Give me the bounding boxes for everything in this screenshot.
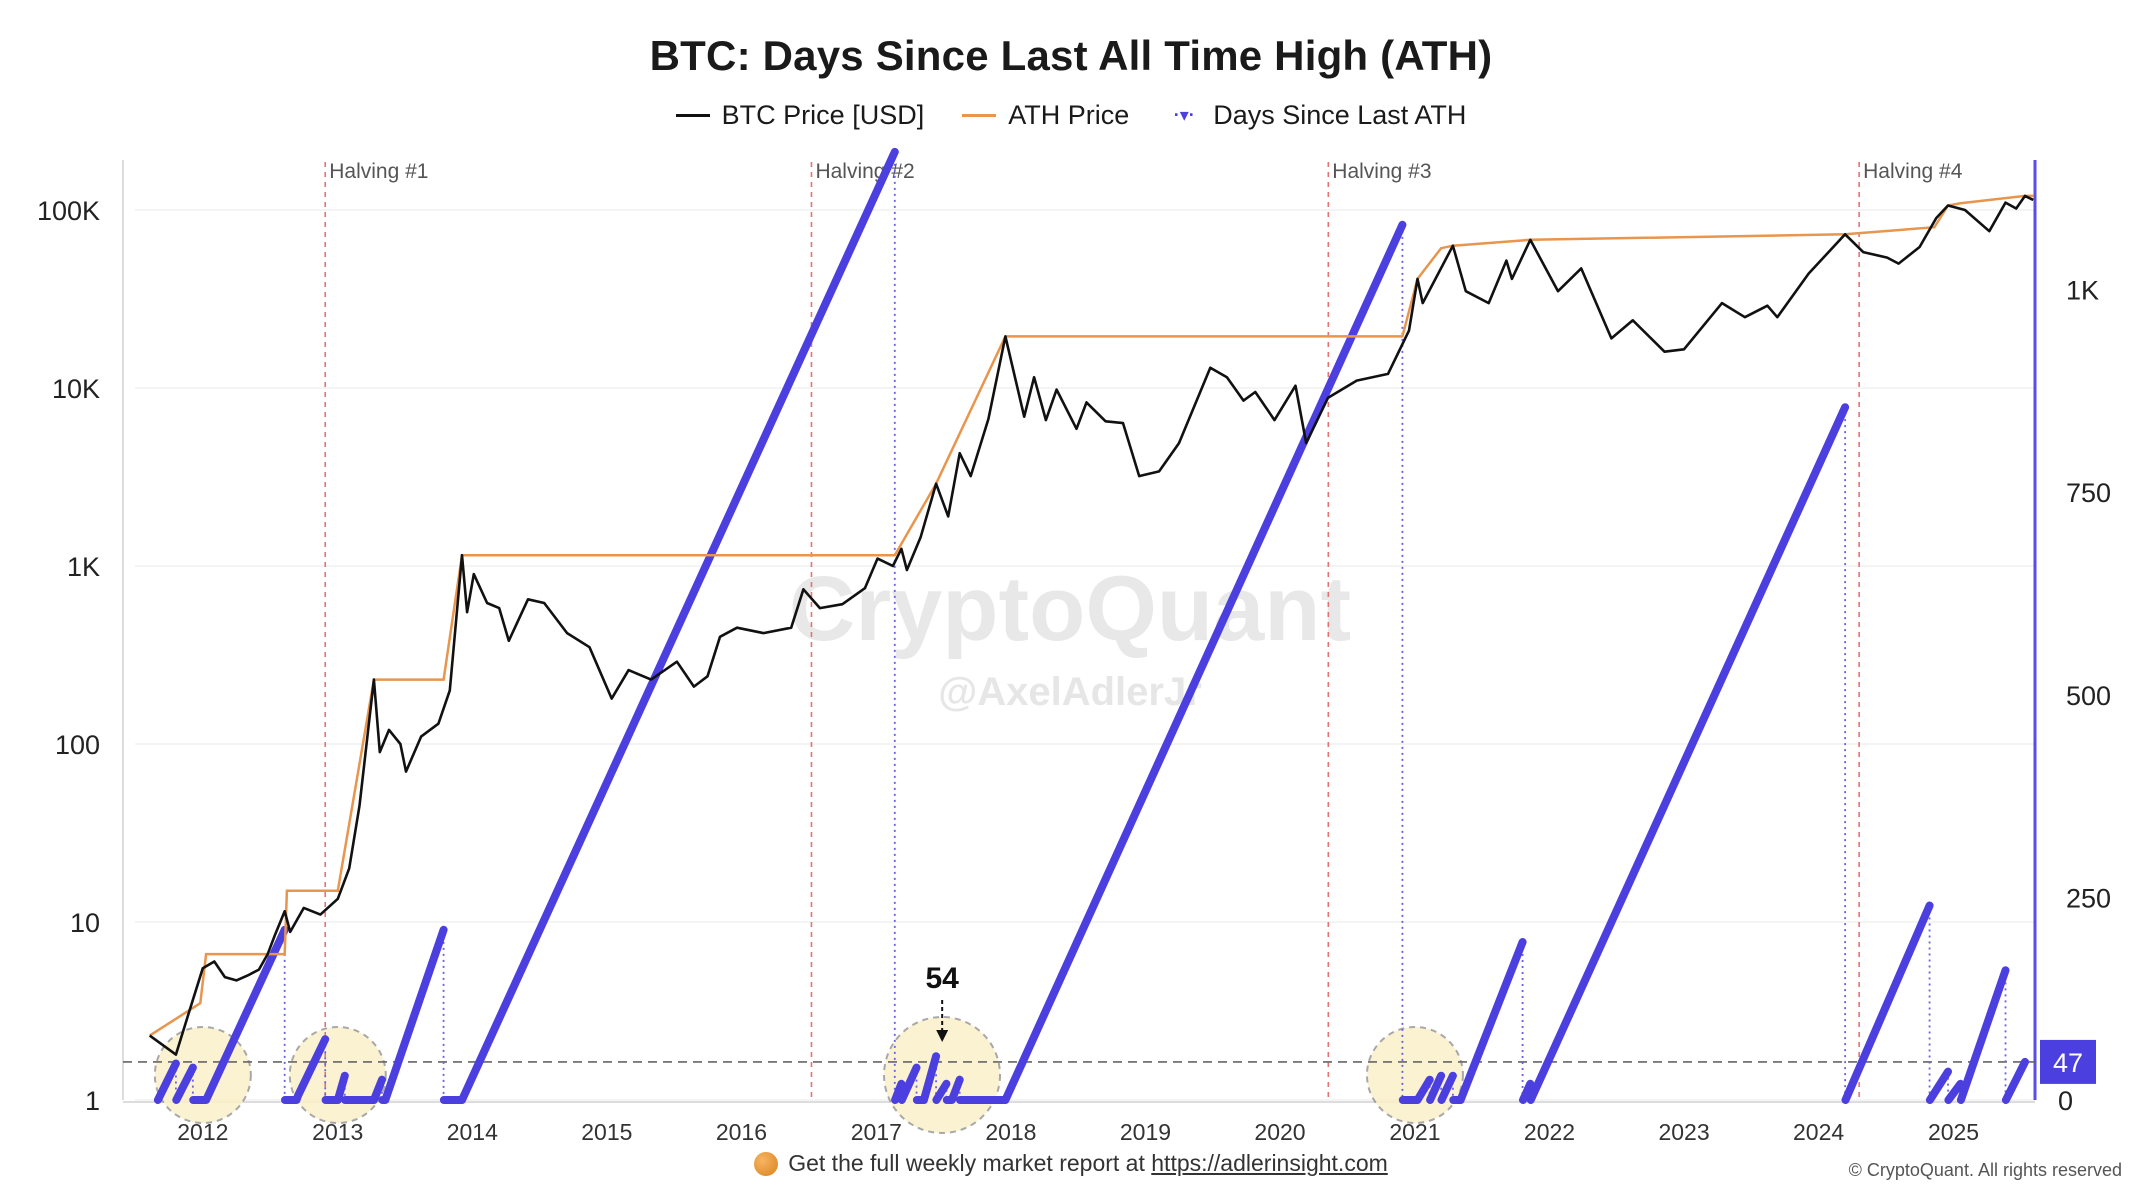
x-tick-label-2016: 2016 [716, 1119, 767, 1145]
x-tick-label-2012: 2012 [177, 1119, 228, 1145]
series-line-days-since-ath [153, 147, 2029, 1104]
x-tick-label-2015: 2015 [581, 1119, 632, 1145]
annotation-arrow-head-0 [936, 1030, 949, 1042]
footer-text: Get the full weekly market report at [788, 1150, 1152, 1176]
y-right-tick-label-4: 1K [2066, 276, 2099, 306]
footer: Get the full weekly market report at htt… [0, 1150, 2142, 1177]
legend-swatch-ath [962, 114, 997, 117]
y-right-tick-label-1: 250 [2066, 883, 2111, 913]
watermark-brand: CryptoQuant [789, 558, 1351, 660]
y-left-tick-label-4: 10K [52, 374, 100, 404]
x-tick-label-2020: 2020 [1254, 1119, 1305, 1145]
legend-label-price: BTC Price [USD] [721, 100, 925, 130]
legend-label-days: Days Since Last ATH [1213, 100, 1467, 130]
x-tick-label-2017: 2017 [851, 1119, 902, 1145]
legend-item-price[interactable]: BTC Price [USD] [675, 100, 925, 131]
x-tick-label-2024: 2024 [1793, 1119, 1844, 1145]
y-left-tick-label-0: 1 [85, 1086, 100, 1116]
series-line-btc-price [148, 194, 2034, 1056]
y-left-tick-label-1: 10 [70, 908, 100, 938]
legend: BTC Price [USD] ATH Price ·▾· Days Since… [0, 100, 2142, 131]
copyright: © CryptoQuant. All rights reserved [1848, 1160, 2122, 1180]
watermark-handle: @AxelAdlerJr [938, 670, 1202, 714]
highlight-circle-3 [1365, 1026, 1464, 1124]
x-tick-label-2018: 2018 [985, 1119, 1036, 1145]
x-tick-label-2019: 2019 [1120, 1119, 1171, 1145]
legend-swatch-days: ·▾· [1173, 105, 1195, 125]
y-right-tick-label-0: 0 [2058, 1086, 2073, 1116]
x-tick-label-2022: 2022 [1524, 1119, 1575, 1145]
x-tick-label-2025: 2025 [1928, 1119, 1979, 1145]
y-left-tick-label-2: 100 [55, 730, 100, 760]
halving-label-3: Halving #3 [1332, 160, 1431, 183]
halving-label-2: Halving #2 [815, 160, 914, 183]
threshold-value-label: 47 [2053, 1048, 2083, 1078]
legend-item-ath[interactable]: ATH Price [962, 100, 1129, 131]
footer-link[interactable]: https://adlerinsight.com [1151, 1150, 1388, 1176]
x-tick-label-2023: 2023 [1658, 1119, 1709, 1145]
x-tick-label-2014: 2014 [447, 1119, 498, 1145]
legend-swatch-price [675, 114, 710, 117]
x-tick-label-2013: 2013 [312, 1119, 363, 1145]
threshold-value-box [2040, 1039, 2096, 1084]
coin-icon [754, 1152, 779, 1176]
y-right-tick-label-2: 500 [2066, 681, 2111, 711]
chart-title: BTC: Days Since Last All Time High (ATH) [649, 32, 1493, 79]
x-tick-label-2021: 2021 [1389, 1119, 1440, 1145]
y-right-tick-label-3: 750 [2066, 478, 2111, 508]
halving-label-4: Halving #4 [1863, 160, 1963, 183]
halving-label-1: Halving #1 [329, 160, 428, 183]
legend-label-ath: ATH Price [1008, 100, 1130, 130]
annotation-label-0: 54 [925, 962, 959, 995]
legend-item-days[interactable]: ·▾· Days Since Last ATH [1167, 100, 1467, 131]
y-left-tick-label-3: 1K [67, 552, 100, 582]
y-left-tick-label-5: 100K [37, 196, 100, 226]
